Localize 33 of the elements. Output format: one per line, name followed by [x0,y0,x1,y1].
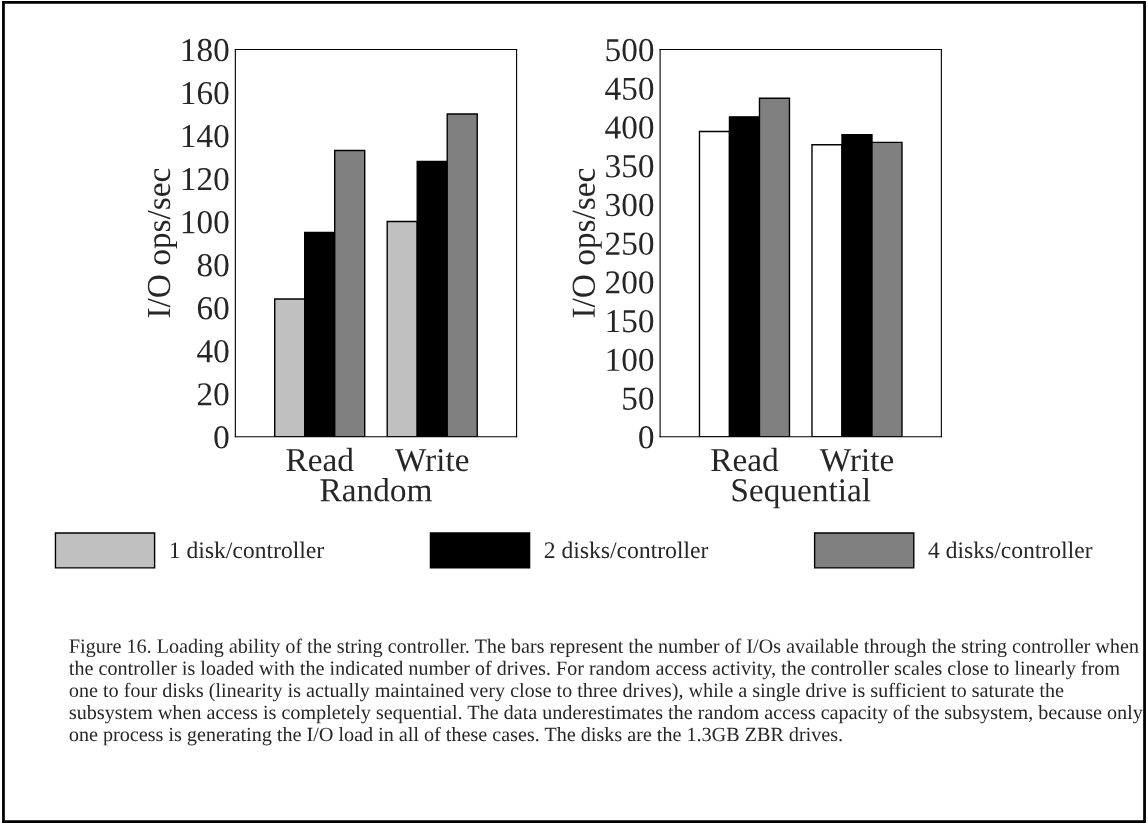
legend-label: 4 disks/controller [928,541,1093,559]
y-tick-label: 180 [182,38,229,62]
y-tick-label: 500 [606,38,654,62]
y-tick-label: 60 [197,297,229,320]
x-tick-label: Write [819,448,894,472]
y-tick-label: 400 [605,116,654,139]
y-tick-label: 200 [606,271,654,294]
x-axis-title: Random [320,478,432,502]
y-tick-label: 140 [182,124,229,148]
caption: Figure 16. Loading ability of the string controller. The bars represent the number of I/Os available through the string controller when the controller is loaded with the indicated number of drives. For random access activity, the controller scales close to linearly from one to four disks (linearity is actually maintained very close to three drives), while a single drive is sufficient to saturate the subsystem when access is completely sequential. The data underestimates the random access capacity of the subsystem, because only one process is generating the I/O load in all of these cases. The disks are the 1.3GB ZBR drives. [69,638,1143,746]
y-tick-label: 300 [606,193,654,217]
legend-label: 2 disks/controller [544,541,709,559]
y-tick-label: 250 [606,232,654,255]
y-tick-label: 100 [182,210,229,234]
y-tick-label: 40 [197,340,229,363]
y-tick-label: 100 [607,348,654,372]
x-tick-label: Write [394,448,469,472]
y-tick-label: 20 [197,383,229,406]
x-tick-label: Read [711,447,779,472]
y-axis-title: I/O ops/sec [147,168,178,318]
y-tick-label: 450 [605,77,654,101]
y-tick-label: 50 [623,387,654,410]
y-tick-label: 80 [197,253,229,277]
y-tick-label: 0 [639,426,654,449]
y-axis-title: I/O ops/sec [572,168,602,318]
legend-label: 1 disk/controller [170,541,324,559]
x-tick-label: Read [286,447,354,472]
y-tick-label: 150 [607,309,654,333]
y-tick-label: 350 [606,155,654,178]
y-tick-label: 160 [182,81,229,105]
y-tick-label: 0 [214,426,229,449]
x-axis-title: Sequential [732,478,871,509]
y-tick-label: 120 [182,167,229,191]
